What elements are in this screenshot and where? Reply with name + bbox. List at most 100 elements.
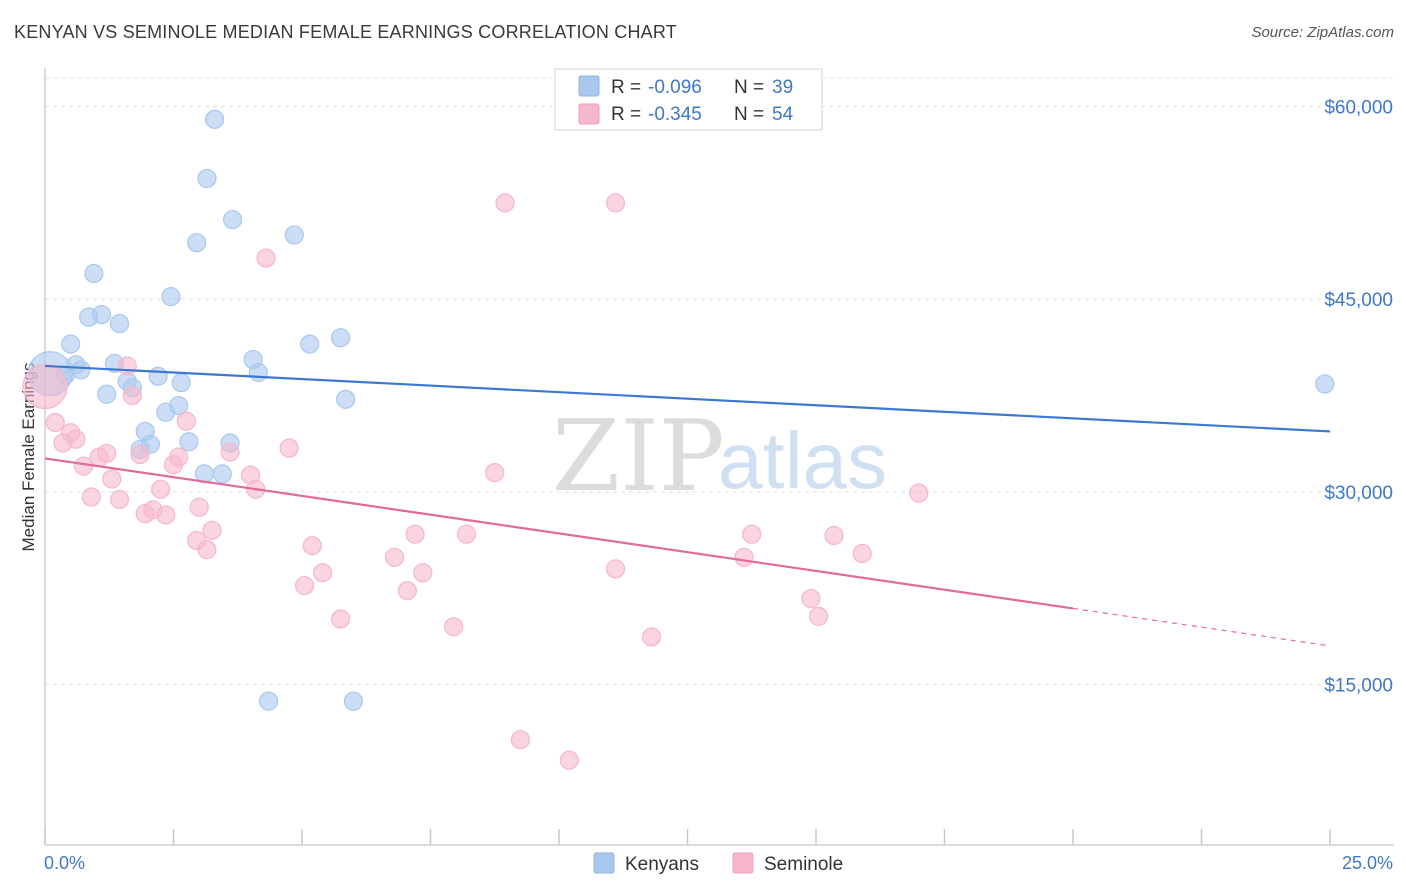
seminole-point-10 xyxy=(109,489,130,510)
legend-r-label-seminole: R = xyxy=(611,104,641,125)
data-points xyxy=(22,109,1335,770)
seminole-point-34 xyxy=(384,547,405,567)
kenyans-point-30 xyxy=(248,362,268,382)
legend-n-label-kenyans: N = xyxy=(734,77,764,98)
legend-n-value-kenyans: 39 xyxy=(772,77,793,98)
seminole-point-37 xyxy=(413,563,433,583)
seminole-point-16 xyxy=(151,479,171,499)
seminole-point-19 xyxy=(169,447,189,467)
seminole-point-52 xyxy=(852,543,872,564)
series-legend-label-seminole: Seminole xyxy=(764,854,843,875)
seminole-point-36 xyxy=(405,524,425,544)
kenyans-point-28 xyxy=(223,209,243,230)
kenyans-point-37 xyxy=(1315,374,1335,394)
y-tick-label-2: $45,000 xyxy=(1324,290,1393,311)
trend-lines xyxy=(44,364,1331,647)
seminole-point-23 xyxy=(197,540,217,560)
seminole-point-4 xyxy=(66,429,86,449)
kenyans-point-2 xyxy=(61,334,81,354)
seminole-trend-line-extension xyxy=(1072,607,1331,647)
kenyans-point-21 xyxy=(179,432,199,452)
kenyans-point-26 xyxy=(212,464,232,484)
y-tick-label-0: $15,000 xyxy=(1324,675,1393,696)
watermark-zip: ZIP xyxy=(552,400,725,514)
kenyans-point-32 xyxy=(284,225,304,245)
seminole-point-24 xyxy=(202,520,222,540)
seminole-point-33 xyxy=(330,609,351,629)
kenyans-point-35 xyxy=(336,389,356,409)
legend-swatch-seminole xyxy=(578,103,600,125)
kenyans-point-19 xyxy=(169,396,189,416)
kenyans-point-22 xyxy=(187,233,207,253)
seminole-point-35 xyxy=(397,581,417,601)
seminole-point-22 xyxy=(189,497,209,517)
seminole-point-12 xyxy=(122,385,142,406)
seminole-point-28 xyxy=(256,248,276,268)
seminole-point-32 xyxy=(312,563,333,583)
kenyans-point-4 xyxy=(71,360,91,380)
kenyans-point-16 xyxy=(148,366,168,386)
y-tick-label-1: $30,000 xyxy=(1324,483,1393,504)
correlation-legend: R = -0.096 N = 39 R = -0.345 N = 54 xyxy=(554,68,823,131)
kenyans-point-36 xyxy=(343,691,363,711)
seminole-point-0 xyxy=(22,363,68,410)
watermark: ZIP atlas xyxy=(552,400,887,514)
legend-swatch-kenyans xyxy=(578,75,600,97)
seminole-point-53 xyxy=(909,483,929,503)
x-axis-ticks xyxy=(44,829,1331,845)
kenyans-point-31 xyxy=(258,691,279,711)
seminole-point-46 xyxy=(641,627,662,647)
legend-r-value-seminole: -0.345 xyxy=(648,104,702,125)
kenyans-point-8 xyxy=(97,384,117,404)
seminole-point-38 xyxy=(444,617,464,637)
y-tick-label-3: $60,000 xyxy=(1324,98,1393,119)
seminole-point-41 xyxy=(495,193,515,213)
series-legend-swatch-seminole xyxy=(732,852,754,874)
seminole-point-11 xyxy=(117,356,137,376)
legend-n-label-seminole: N = xyxy=(734,104,764,125)
seminole-point-49 xyxy=(801,588,821,609)
legend-r-value-kenyans: -0.096 xyxy=(648,77,702,98)
chart-title: KENYAN VS SEMINOLE MEDIAN FEMALE EARNING… xyxy=(14,22,677,42)
legend-n-value-seminole: 54 xyxy=(772,104,794,125)
series-legend: Kenyans Seminole xyxy=(593,852,843,875)
seminole-point-13 xyxy=(130,444,150,465)
kenyans-point-6 xyxy=(84,263,104,284)
seminole-point-44 xyxy=(605,193,626,213)
seminole-point-45 xyxy=(605,559,626,579)
series-legend-swatch-kenyans xyxy=(593,852,615,874)
seminole-point-51 xyxy=(824,525,844,546)
series-legend-label-kenyans: Kenyans xyxy=(625,854,699,875)
kenyans-point-34 xyxy=(330,328,351,348)
kenyans-point-25 xyxy=(205,109,225,129)
legend-r-label-kenyans: R = xyxy=(611,77,641,98)
seminole-point-25 xyxy=(220,442,240,462)
watermark-atlas: atlas xyxy=(718,416,887,505)
seminole-point-40 xyxy=(485,462,505,483)
x-tick-label-max: 25.0% xyxy=(1342,853,1393,873)
seminole-point-47 xyxy=(734,547,754,567)
x-tick-label-min: 0.0% xyxy=(44,853,85,873)
seminole-trend-line xyxy=(44,457,1074,610)
gridlines xyxy=(45,77,1394,685)
seminole-point-48 xyxy=(742,524,762,544)
seminole-point-8 xyxy=(97,443,117,463)
seminole-point-43 xyxy=(559,750,579,770)
seminole-point-42 xyxy=(510,730,531,750)
kenyans-point-20 xyxy=(171,373,191,393)
seminole-point-17 xyxy=(156,505,176,525)
kenyans-point-33 xyxy=(300,334,320,354)
kenyans-point-7 xyxy=(91,304,112,325)
kenyans-trend-line xyxy=(44,364,1331,433)
seminole-point-20 xyxy=(176,411,196,431)
seminole-point-31 xyxy=(302,536,322,556)
y-axis-tick-labels: $15,000 $30,000 $45,000 $60,000 xyxy=(1324,98,1393,697)
seminole-point-9 xyxy=(102,469,122,489)
y-axis-label: Median Female Earnings xyxy=(19,363,38,552)
kenyans-point-18 xyxy=(161,287,181,307)
kenyans-point-10 xyxy=(109,313,130,334)
seminole-point-1 xyxy=(45,412,65,433)
seminole-point-39 xyxy=(456,524,477,544)
seminole-point-50 xyxy=(808,606,829,626)
